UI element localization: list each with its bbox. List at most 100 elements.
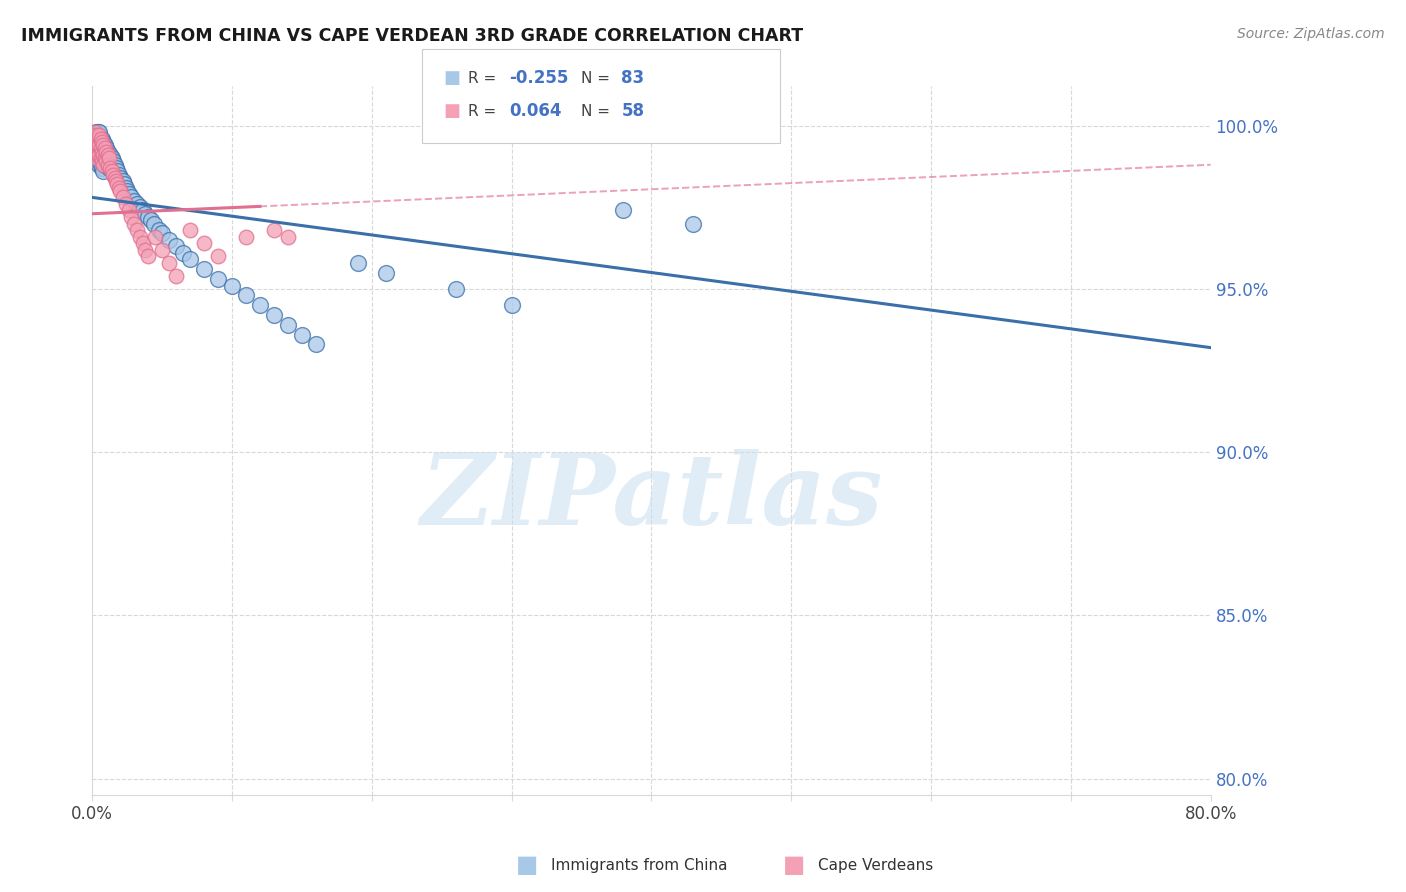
Point: [105, 178, 128, 192]
Point: [143, 229, 166, 244]
Point: [104, 161, 127, 175]
Point: [94, 151, 117, 165]
Text: IMMIGRANTS FROM CHINA VS CAPE VERDEAN 3RD GRADE CORRELATION CHART: IMMIGRANTS FROM CHINA VS CAPE VERDEAN 3R…: [21, 27, 803, 45]
Point: [128, 229, 150, 244]
Point: [165, 268, 187, 283]
Point: [96, 154, 118, 169]
Point: [87, 145, 110, 159]
Point: [89, 158, 111, 172]
Point: [139, 213, 162, 227]
Point: [93, 158, 115, 172]
Point: [103, 170, 125, 185]
Point: [128, 200, 150, 214]
Point: [122, 194, 145, 208]
Point: [134, 207, 156, 221]
Text: ■: ■: [783, 854, 806, 877]
Point: [114, 180, 136, 194]
Text: R =: R =: [468, 71, 502, 86]
Point: [83, 151, 105, 165]
Point: [94, 141, 117, 155]
Text: ■: ■: [443, 103, 460, 120]
Point: [90, 141, 112, 155]
Point: [207, 272, 229, 286]
Point: [108, 184, 131, 198]
Point: [105, 164, 128, 178]
Point: [96, 145, 118, 159]
Point: [87, 148, 110, 162]
Point: [89, 138, 111, 153]
Point: [83, 141, 105, 155]
Point: [94, 148, 117, 162]
Point: [97, 151, 120, 165]
Point: [107, 168, 129, 182]
Point: [104, 174, 127, 188]
Point: [277, 229, 299, 244]
Point: [125, 223, 148, 237]
Point: [94, 158, 117, 172]
Point: [91, 145, 114, 159]
Point: [96, 148, 118, 162]
Point: [117, 203, 139, 218]
Point: [87, 125, 110, 139]
Point: [150, 227, 173, 241]
Point: [249, 298, 271, 312]
Text: ■: ■: [443, 70, 460, 87]
Point: [101, 154, 124, 169]
Point: [89, 145, 111, 159]
Point: [93, 164, 115, 178]
Point: [93, 154, 115, 169]
Point: [150, 243, 173, 257]
Point: [444, 282, 467, 296]
Point: [142, 217, 165, 231]
Point: [96, 141, 118, 155]
Point: [115, 184, 138, 198]
Point: [86, 135, 108, 149]
Point: [111, 174, 134, 188]
Point: [108, 170, 131, 185]
Point: [90, 131, 112, 145]
Point: [100, 161, 122, 175]
Point: [86, 145, 108, 159]
Point: [179, 252, 201, 267]
Point: [263, 308, 285, 322]
Point: [112, 178, 135, 192]
Point: [84, 135, 107, 149]
Point: [96, 158, 118, 172]
Point: [98, 148, 121, 162]
Point: [89, 128, 111, 143]
Text: 0.064: 0.064: [509, 103, 561, 120]
Point: [96, 151, 118, 165]
Point: [84, 141, 107, 155]
Point: [96, 154, 118, 169]
Point: [114, 197, 136, 211]
Point: [90, 151, 112, 165]
Text: Cape Verdeans: Cape Verdeans: [818, 858, 934, 872]
Text: ZIPatlas: ZIPatlas: [420, 450, 883, 546]
Point: [374, 266, 396, 280]
Point: [93, 135, 115, 149]
Point: [84, 125, 107, 139]
Point: [100, 151, 122, 165]
Point: [87, 135, 110, 149]
Point: [89, 148, 111, 162]
Point: [221, 278, 243, 293]
Text: Source: ZipAtlas.com: Source: ZipAtlas.com: [1237, 27, 1385, 41]
Point: [91, 135, 114, 149]
Text: Immigrants from China: Immigrants from China: [551, 858, 728, 872]
Text: 83: 83: [621, 70, 644, 87]
Text: 58: 58: [621, 103, 644, 120]
Point: [107, 180, 129, 194]
Point: [90, 151, 112, 165]
Point: [136, 210, 159, 224]
Point: [90, 131, 112, 145]
Point: [84, 145, 107, 159]
Point: [122, 217, 145, 231]
Point: [94, 138, 117, 153]
Point: [87, 151, 110, 165]
Point: [103, 158, 125, 172]
Point: [165, 239, 187, 253]
Point: [291, 327, 314, 342]
Point: [90, 141, 112, 155]
Point: [97, 161, 120, 175]
Point: [89, 151, 111, 165]
